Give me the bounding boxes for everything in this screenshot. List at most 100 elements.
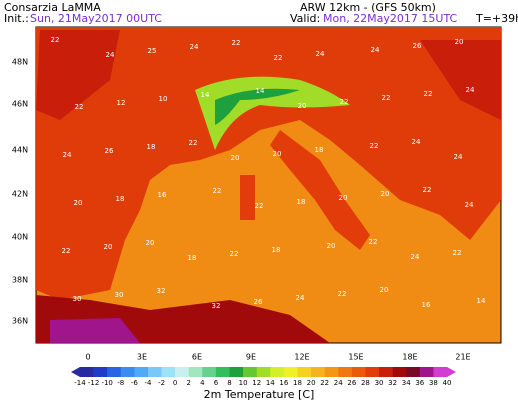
lon-label: 9E xyxy=(246,353,256,362)
station-value: 22 xyxy=(382,94,391,102)
italy xyxy=(270,130,370,250)
colorbar-label: 26 xyxy=(347,379,356,387)
colorbar-label: -2 xyxy=(158,379,165,387)
valid-time: Mon, 22May2017 15UTC xyxy=(323,12,458,25)
station-value: 22 xyxy=(274,54,283,62)
colorbar-cell xyxy=(175,367,190,377)
station-value: 22 xyxy=(62,247,71,255)
lat-label: 42N xyxy=(12,190,28,199)
station-value: 24 xyxy=(454,153,463,161)
lat-label: 40N xyxy=(12,233,28,242)
station-value: 22 xyxy=(423,186,432,194)
station-value: 14 xyxy=(477,297,486,305)
colorbar-cell xyxy=(419,367,434,377)
colorbar-cell xyxy=(215,367,230,377)
colorbar-cell xyxy=(256,367,271,377)
station-value: 24 xyxy=(412,138,421,146)
colorbar-label: 10 xyxy=(239,379,248,387)
station-value: 24 xyxy=(466,86,475,94)
land-north xyxy=(36,27,501,300)
lon-label: 18E xyxy=(402,353,417,362)
station-value: 18 xyxy=(272,246,281,254)
colorbar-cell xyxy=(283,367,298,377)
station-value: 24 xyxy=(465,201,474,209)
lat-label: 38N xyxy=(12,276,28,285)
sardinia xyxy=(240,175,255,220)
station-value: 16 xyxy=(422,301,431,309)
station-value: 24 xyxy=(316,50,325,58)
org: Consarzia LaMMA xyxy=(4,1,101,14)
station-value: 18 xyxy=(188,254,197,262)
colorbar-label: 8 xyxy=(227,379,231,387)
station-value: 20 xyxy=(273,150,282,158)
colorbar-cell xyxy=(120,367,135,377)
colorbar-label: 38 xyxy=(429,379,438,387)
station-value: 30 xyxy=(115,291,124,299)
model: ARW 12km - (GFS 50km) xyxy=(300,1,436,14)
colorbar-cell xyxy=(80,367,94,377)
station-value: 30 xyxy=(73,295,82,303)
station-value: 18 xyxy=(147,143,156,151)
colorbar-cell xyxy=(93,367,108,377)
colorbar-label: 22 xyxy=(320,379,329,387)
colorbar-label: 30 xyxy=(375,379,384,387)
station-value: 20 xyxy=(74,199,83,207)
lat-label: 48N xyxy=(12,58,28,67)
station-value: 22 xyxy=(369,238,378,246)
colorbar-cell xyxy=(351,367,366,377)
colorbar-cell xyxy=(147,367,162,377)
station-value: 32 xyxy=(157,287,166,295)
station-value: 22 xyxy=(424,90,433,98)
lon-label: 15E xyxy=(348,353,363,362)
valid-label: Valid: xyxy=(290,12,320,25)
lon-label: 3E xyxy=(137,353,147,362)
station-value: 20 xyxy=(455,38,464,46)
colorbar-cell xyxy=(433,367,448,377)
colorbar-label: 24 xyxy=(334,379,343,387)
station-value: 26 xyxy=(254,298,263,306)
station-value: 22 xyxy=(75,103,84,111)
colorbar-cell xyxy=(243,367,258,377)
colorbar-cell xyxy=(107,367,122,377)
station-value: 22 xyxy=(255,202,264,210)
colorbar-cell xyxy=(379,367,393,377)
station-value: 22 xyxy=(232,39,241,47)
station-value: 22 xyxy=(340,98,349,106)
station-value: 24 xyxy=(371,46,380,54)
colorbar-label: -14 xyxy=(74,379,86,387)
station-value: 24 xyxy=(411,253,420,261)
colorbar-cell xyxy=(202,367,217,377)
lon-label: 12E xyxy=(294,353,309,362)
station-value: 16 xyxy=(158,191,167,199)
colorbar-cell xyxy=(406,367,421,377)
station-value: 12 xyxy=(117,99,126,107)
init-time: Sun, 21May2017 00UTC xyxy=(30,12,162,25)
station-value: 25 xyxy=(148,47,157,55)
station-value: 14 xyxy=(256,87,265,95)
colorbar-label: 12 xyxy=(252,379,261,387)
lon-label: 21E xyxy=(455,353,470,362)
station-value: 20 xyxy=(146,239,155,247)
map xyxy=(35,26,502,344)
station-value: 22 xyxy=(189,139,198,147)
station-value: 24 xyxy=(63,151,72,159)
station-value: 22 xyxy=(338,290,347,298)
lon-label: 6E xyxy=(192,353,202,362)
lead-time: T=+39h xyxy=(475,12,518,25)
colorbar-label: 16 xyxy=(279,379,288,387)
lat-label: 46N xyxy=(12,100,28,109)
colorbar-label: 40 xyxy=(443,379,452,387)
station-value: 18 xyxy=(297,198,306,206)
colorbar-arrow-left xyxy=(71,367,80,377)
colorbar-label: -10 xyxy=(101,379,112,387)
init-label: Init.: xyxy=(4,12,29,25)
station-value: 22 xyxy=(213,187,222,195)
colorbar-label: 32 xyxy=(388,379,397,387)
station-value: 24 xyxy=(296,294,305,302)
colorbar-label: -8 xyxy=(117,379,124,387)
land-hot xyxy=(36,30,501,120)
colorbar-label: 14 xyxy=(266,379,275,387)
station-value: 32 xyxy=(212,302,221,310)
colorbar-label: 28 xyxy=(361,379,370,387)
